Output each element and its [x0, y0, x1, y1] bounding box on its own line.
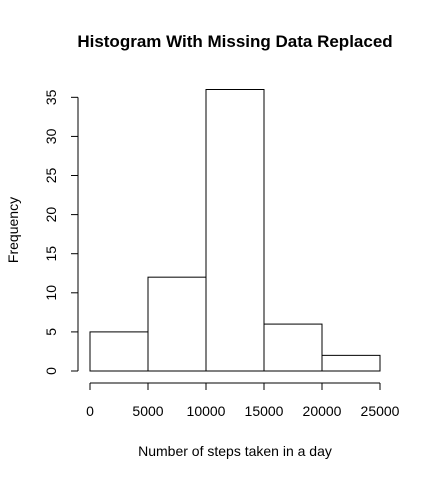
- y-tick-label-5: 25: [43, 168, 59, 184]
- y-tick-label-4: 20: [43, 207, 59, 223]
- x-tick-label-4: 20000: [303, 403, 342, 419]
- y-tick-label-7: 35: [43, 89, 59, 105]
- histogram-bar-0: [89, 331, 149, 372]
- x-tick-label-1: 5000: [132, 403, 163, 419]
- bars-group: [89, 89, 381, 372]
- y-tick-label-2: 10: [43, 285, 59, 301]
- histogram-bar-3: [263, 323, 323, 372]
- y-axis-label: Frequency: [5, 197, 21, 263]
- y-tick-label-3: 15: [43, 246, 59, 262]
- x-tick-label-3: 15000: [245, 403, 284, 419]
- y-tick-label-1: 5: [43, 328, 59, 336]
- y-tick-label-6: 30: [43, 128, 59, 144]
- y-axis: 0 5 10 15 20 25 30 35: [43, 89, 79, 375]
- histogram-bar-4: [321, 354, 381, 372]
- histogram-bar-2: [205, 89, 265, 372]
- x-axis: 0 5000 10000 15000 20000 25000: [86, 382, 400, 419]
- x-tick-label-5: 25000: [361, 403, 400, 419]
- x-axis-label: Number of steps taken in a day: [138, 443, 332, 459]
- chart-title: Histogram With Missing Data Replaced: [77, 32, 392, 51]
- x-tick-label-2: 10000: [187, 403, 226, 419]
- histogram-bar-1: [147, 276, 207, 372]
- y-tick-label-0: 0: [43, 367, 59, 375]
- x-tick-label-0: 0: [86, 403, 94, 419]
